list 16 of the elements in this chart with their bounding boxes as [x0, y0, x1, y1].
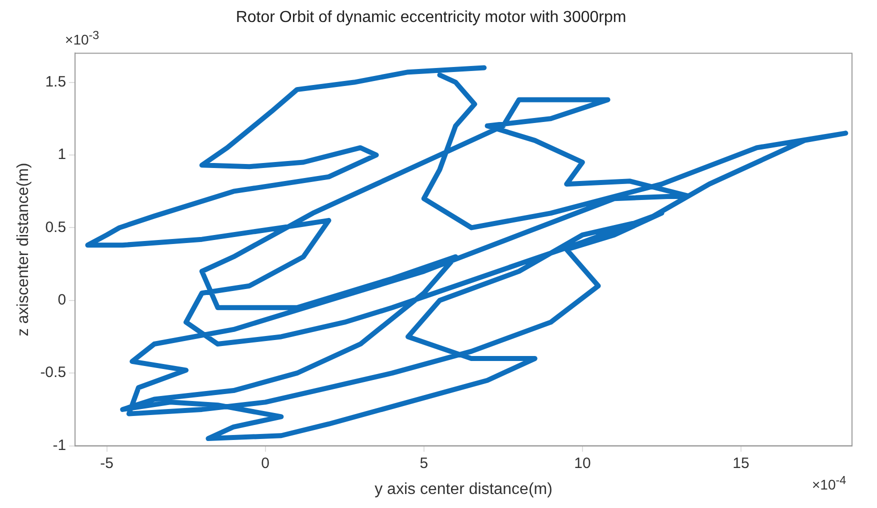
- x-tick-label: 5: [420, 454, 428, 472]
- y-tick-label: 0.5: [45, 218, 66, 236]
- y-tick-label: 1: [58, 146, 66, 164]
- y-axis-title: z axiscenter distance(m): [15, 162, 32, 336]
- x-tick-label: 10: [574, 454, 591, 472]
- x-axis-title: y axis center distance(m): [374, 480, 552, 498]
- x-tick-label: -5: [100, 454, 114, 472]
- text: ×10$^{-4}$: [812, 474, 846, 492]
- text: ×10$^{-3}$: [65, 29, 100, 48]
- chart-title: Rotor Orbit of dynamic eccentricity motor with 3000rpm: [236, 9, 626, 26]
- x-tick-label: 0: [261, 454, 270, 472]
- y-tick-label: 1.5: [45, 73, 66, 90]
- y-tick-label: 0: [58, 292, 66, 309]
- y-tick-label: -0.5: [40, 364, 66, 382]
- x-tick-label: 15: [732, 454, 750, 472]
- y-tick-label: -1: [52, 436, 66, 454]
